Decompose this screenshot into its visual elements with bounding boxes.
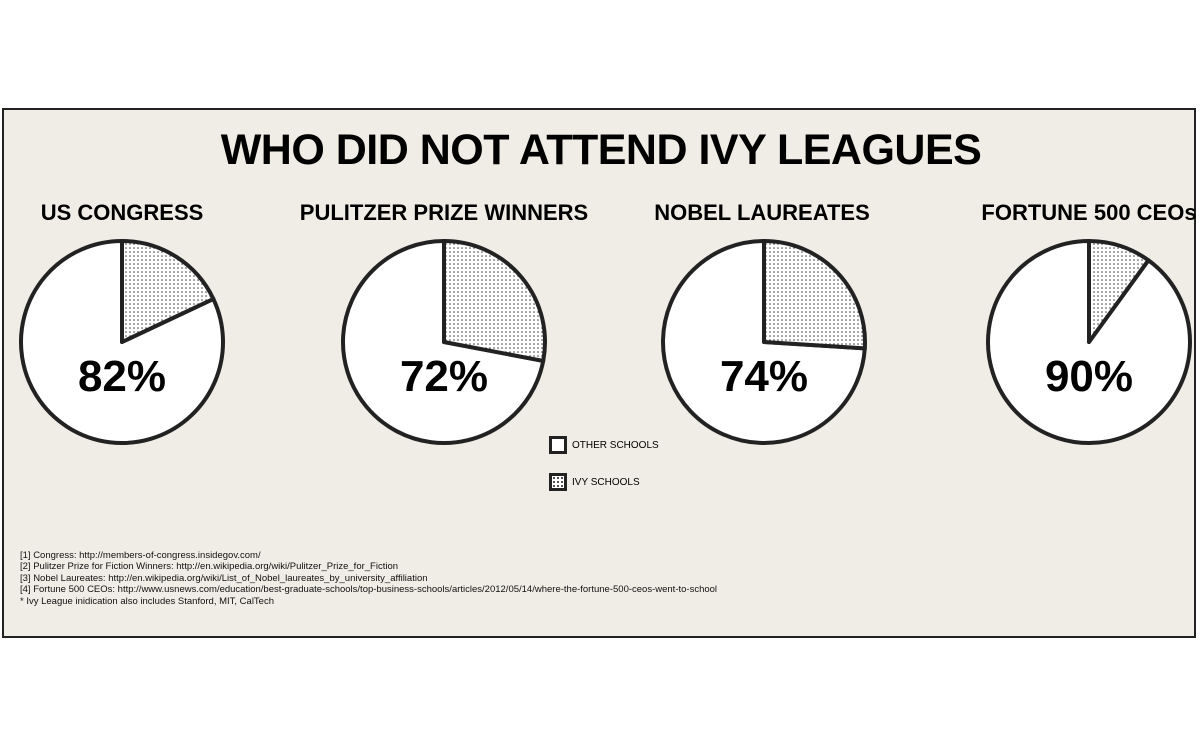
- pie-slice-ivy-fortune-500: [1087, 239, 1151, 344]
- pie-slice-ivy-pulitzer: [442, 239, 547, 363]
- legend-label-ivy: IVY SCHOOLS: [572, 476, 640, 488]
- chart-title-nobel: NOBEL LAUREATES: [654, 200, 870, 225]
- main-title: WHO DID NOT ATTEND IVY LEAGUES: [220, 126, 982, 174]
- chart-pulitzer: PULITZER PRIZE WINNERS 72%: [300, 200, 588, 445]
- chart-title-fortune-500: FORTUNE 500 CEOs: [981, 200, 1196, 225]
- infographic-panel: WHO DID NOT ATTEND IVY LEAGUES US CONGRE…: [2, 108, 1197, 638]
- ivy-schools-swatch: [549, 473, 567, 491]
- footnote: [2] Pulitzer Prize for Fiction Winners: …: [20, 561, 399, 573]
- pie-slice-ivy-nobel: [762, 239, 867, 351]
- footnotes: [1] Congress: http://members-of-congress…: [20, 550, 717, 607]
- pie-slice-ivy-us-congress: [120, 239, 216, 344]
- percent-label-fortune-500: 90%: [1045, 352, 1133, 401]
- chart-title-pulitzer: PULITZER PRIZE WINNERS: [300, 200, 588, 225]
- legend-label-other: OTHER SCHOOLS: [572, 439, 659, 451]
- chart-us-congress: US CONGRESS 82%: [19, 200, 225, 445]
- legend-item-ivy: IVY SCHOOLS: [549, 473, 640, 491]
- footnote: [1] Congress: http://members-of-congress…: [20, 550, 261, 561]
- chart-nobel: NOBEL LAUREATES 74%: [654, 200, 870, 445]
- chart-fortune-500: FORTUNE 500 CEOs 90%: [981, 200, 1197, 445]
- footnote: * Ivy League inidication also includes S…: [20, 595, 274, 607]
- percent-label-nobel: 74%: [720, 352, 808, 401]
- footnote: [3] Nobel Laureates: http://en.wikipedia…: [20, 572, 428, 584]
- pie-charts: US CONGRESS 82% PULITZER PRIZE WINNERS 72%…: [19, 200, 1197, 445]
- legend-item-other: OTHER SCHOOLS: [549, 436, 659, 454]
- percent-label-us-congress: 82%: [78, 352, 166, 401]
- other-schools-swatch: [549, 436, 567, 454]
- footnote: [4] Fortune 500 CEOs: http://www.usnews.…: [20, 584, 718, 596]
- percent-label-pulitzer: 72%: [400, 352, 488, 401]
- chart-title-us-congress: US CONGRESS: [41, 200, 204, 225]
